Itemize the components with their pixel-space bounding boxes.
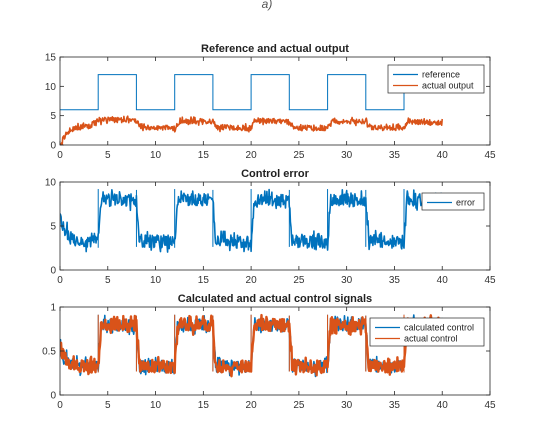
legend-label: actual output <box>422 81 474 91</box>
y-tick-label: 1 <box>50 303 56 314</box>
x-tick-label: 0 <box>57 400 63 411</box>
x-tick-label: 45 <box>484 150 496 161</box>
x-tick-label: 25 <box>293 150 305 161</box>
y-tick-label: 0 <box>50 266 56 277</box>
legend-label: actual control <box>404 334 458 344</box>
x-tick-label: 40 <box>437 150 449 161</box>
x-tick-label: 5 <box>105 400 111 411</box>
series-group <box>60 313 444 378</box>
x-tick-label: 10 <box>150 150 162 161</box>
x-tick-label: 10 <box>150 400 162 411</box>
legend-box <box>387 64 485 94</box>
x-tick-label: 45 <box>484 400 496 411</box>
subplot-title: Reference and actual output <box>201 43 349 55</box>
legend: error <box>421 192 485 211</box>
x-tick-label: 0 <box>57 150 63 161</box>
y-tick-label: 5 <box>50 222 56 233</box>
x-tick-label: 35 <box>389 150 401 161</box>
y-tick-label: 0.5 <box>42 347 56 358</box>
x-tick-label: 25 <box>293 400 305 411</box>
x-tick-label: 10 <box>150 275 162 286</box>
series-line-error <box>60 188 443 253</box>
y-tick-label: 0 <box>50 141 56 152</box>
subplot-title: Calculated and actual control signals <box>178 293 372 305</box>
x-tick-label: 40 <box>437 275 449 286</box>
subplot-2: 0 5 10 15 20 25 30 35 40 45 0 5 10 Control error error <box>45 168 496 286</box>
legend-label: reference <box>422 70 460 80</box>
x-tick-label: 15 <box>198 275 210 286</box>
y-tick-label: 15 <box>45 53 57 64</box>
series-group <box>60 188 443 253</box>
legend-label: calculated control <box>404 323 474 333</box>
subplot-1: 0 5 10 15 20 25 30 35 40 45 0 5 10 15 Reference and ac… <box>45 43 496 161</box>
legend-label: error <box>456 198 475 208</box>
x-tick-label: 25 <box>293 275 305 286</box>
subplot-3: 0 5 10 15 20 25 30 35 40 45 0 0.5 1 Calculated and ac… <box>42 293 496 411</box>
x-tick-label: 30 <box>341 275 353 286</box>
x-tick-label: 45 <box>484 275 496 286</box>
x-tick-label: 5 <box>105 275 111 286</box>
x-tick-label: 20 <box>246 150 258 161</box>
series-group <box>60 74 443 145</box>
y-tick-label: 10 <box>45 82 57 93</box>
series-line-actual-output <box>60 115 443 145</box>
x-tick-label: 40 <box>437 400 449 411</box>
x-tick-label: 30 <box>341 150 353 161</box>
x-tick-label: 15 <box>198 400 210 411</box>
x-tick-label: 35 <box>389 400 401 411</box>
x-tick-label: 15 <box>198 150 210 161</box>
x-tick-label: 20 <box>246 275 258 286</box>
legend-box <box>369 317 485 347</box>
legend-box <box>421 192 485 211</box>
subplot-title: Control error <box>241 168 310 180</box>
x-tick-label: 20 <box>246 400 258 411</box>
y-tick-label: 10 <box>45 178 57 189</box>
x-tick-label: 5 <box>105 150 111 161</box>
x-tick-label: 30 <box>341 400 353 411</box>
y-tick-label: 5 <box>50 111 56 122</box>
x-tick-label: 0 <box>57 275 63 286</box>
plot-frame <box>59 56 491 146</box>
caption-fragment: a) <box>262 0 273 11</box>
series-line-reference <box>60 74 443 111</box>
y-tick-label: 0 <box>50 391 56 402</box>
x-tick-label: 35 <box>389 275 401 286</box>
